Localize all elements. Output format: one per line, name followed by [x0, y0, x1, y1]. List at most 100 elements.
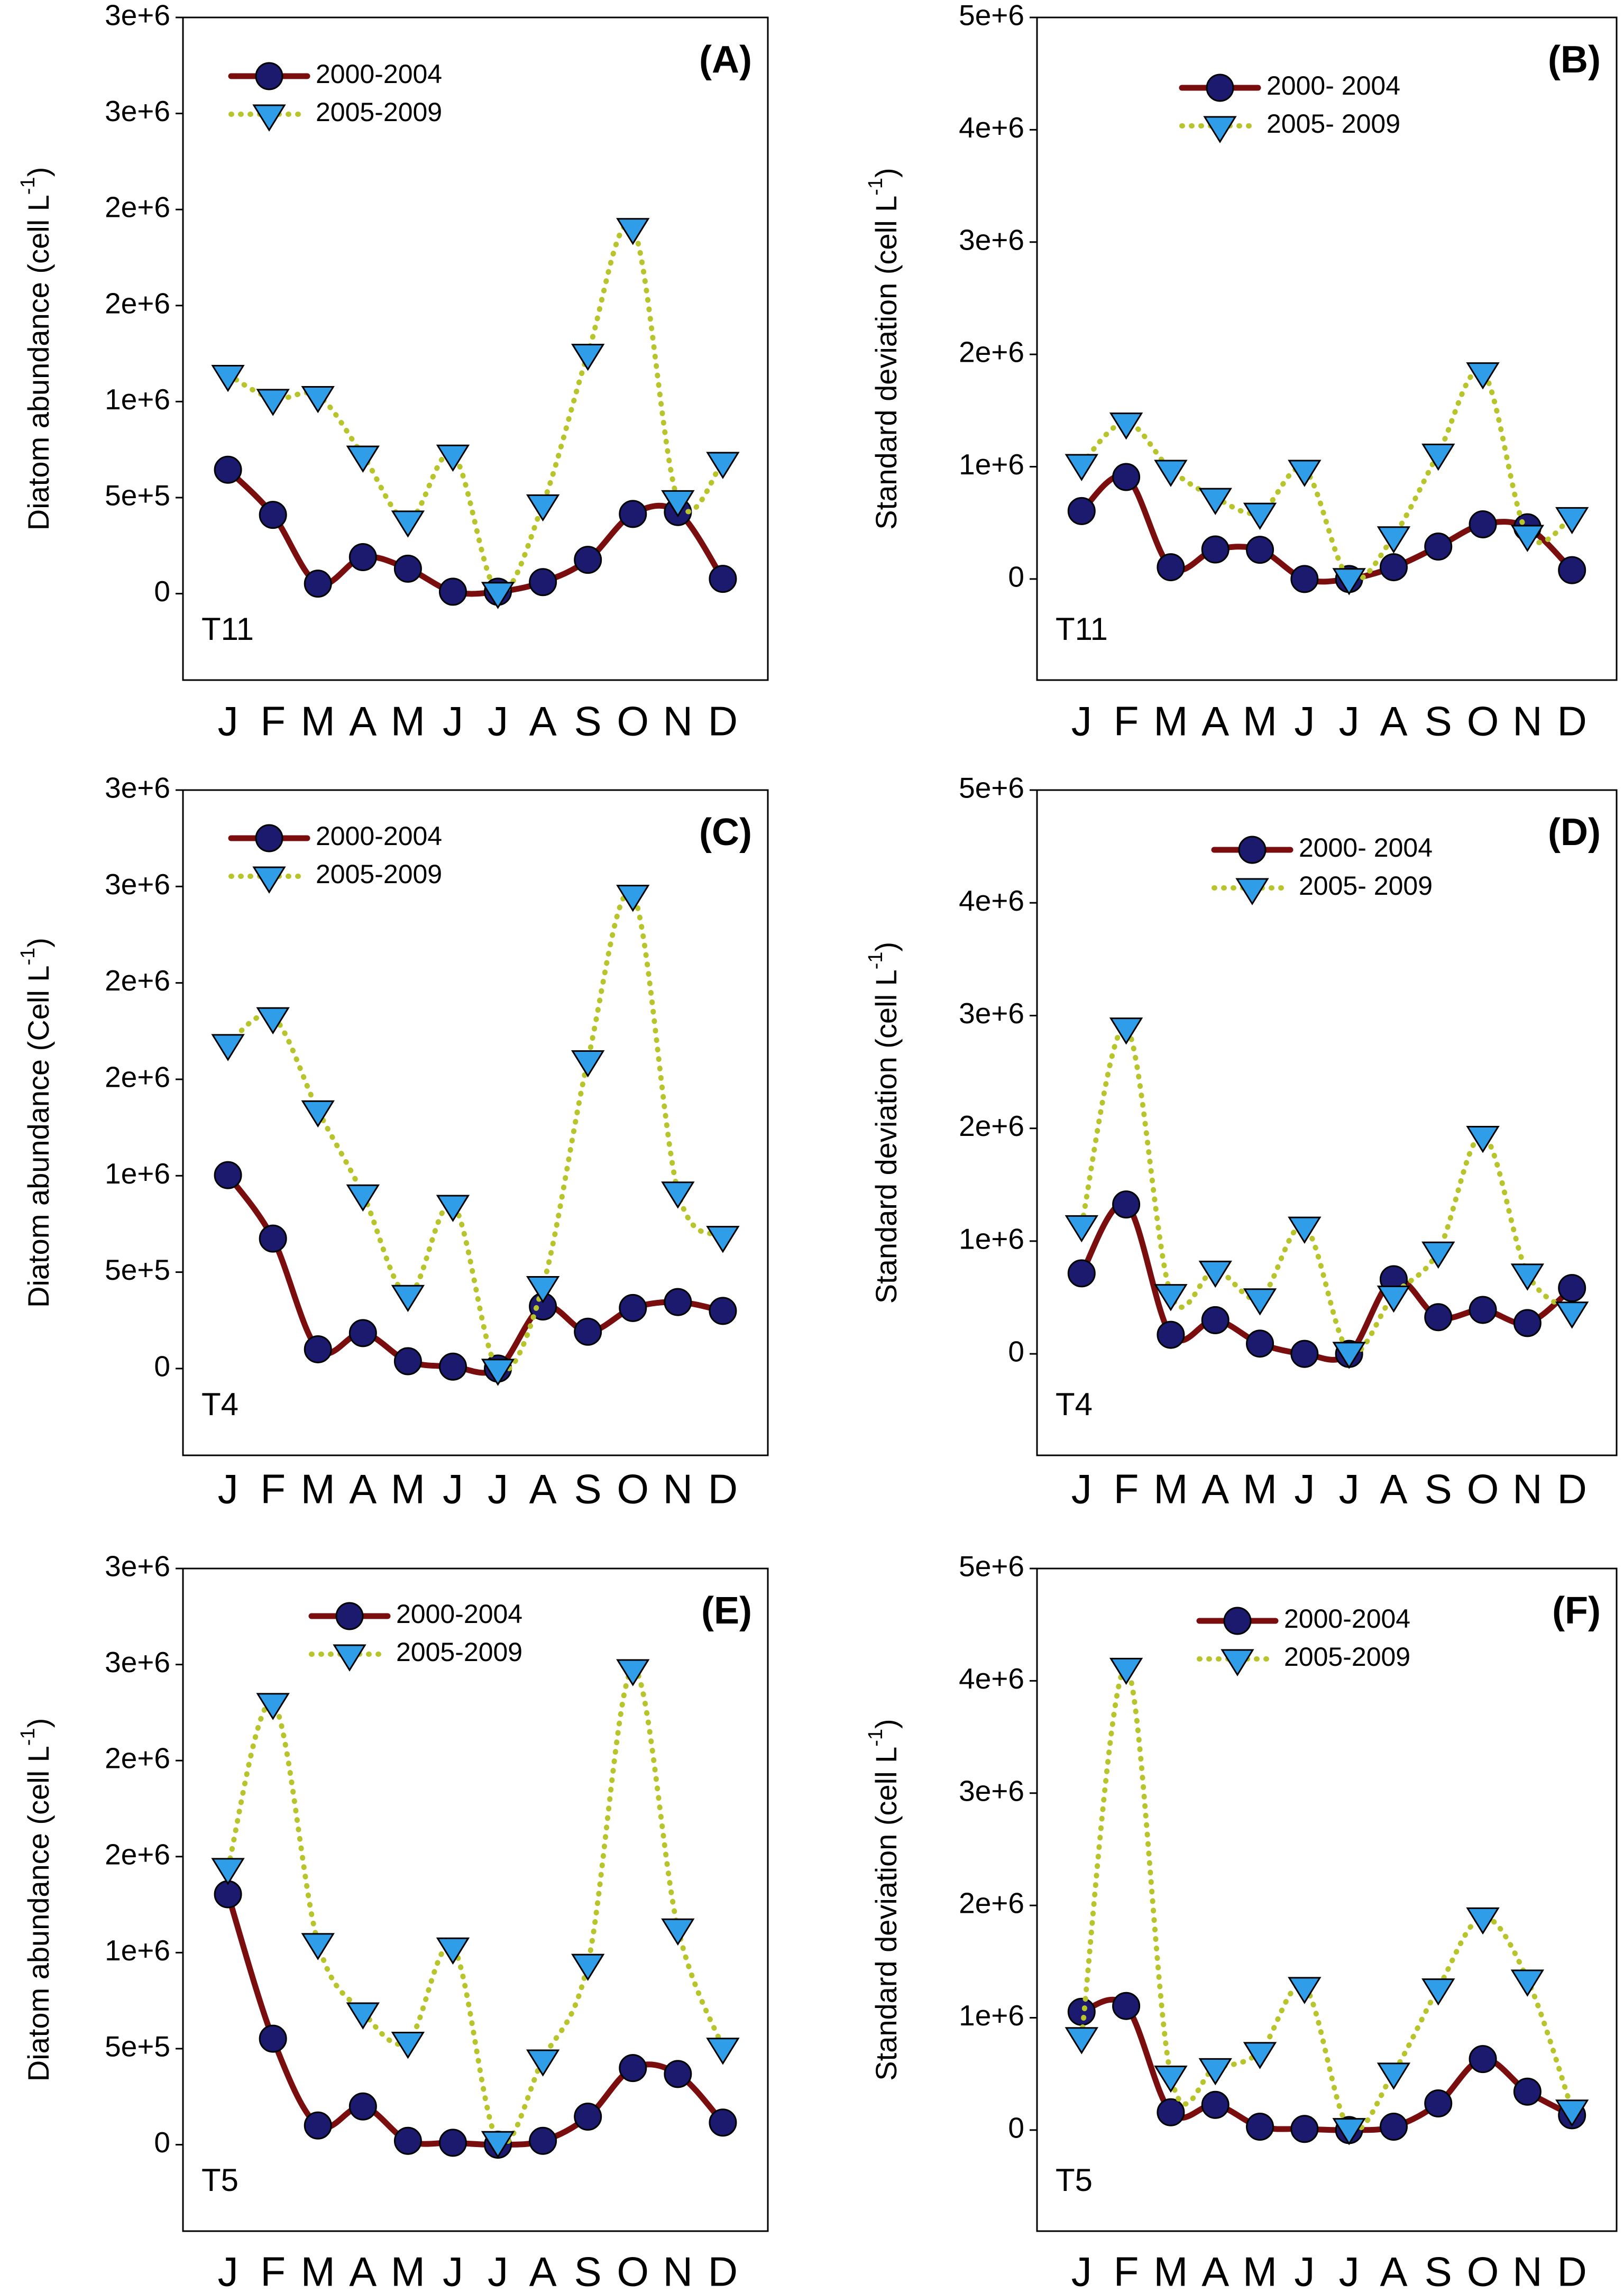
- y-axis-label: Standard deviation (cell L-1): [865, 168, 903, 529]
- marker: [1065, 1215, 1098, 1243]
- y-tick-label: 0: [154, 2126, 170, 2159]
- marker: [211, 365, 245, 392]
- marker: [526, 2049, 560, 2077]
- y-axis-label-text: Diatom abundance (cell L: [22, 1746, 55, 2081]
- marker: [1421, 1978, 1455, 2006]
- marker: [214, 455, 242, 484]
- marker: [259, 2024, 287, 2053]
- x-tick-label: D: [708, 698, 738, 745]
- marker: [259, 501, 287, 529]
- marker: [526, 494, 560, 522]
- marker: [574, 1317, 602, 1346]
- x-tick-label: O: [1467, 1466, 1499, 1512]
- x-tick-label: J: [1071, 1466, 1092, 1512]
- marker: [481, 2131, 515, 2159]
- marker: [256, 1693, 290, 1720]
- panel-label: (C): [699, 811, 752, 854]
- marker: [1513, 1309, 1542, 1337]
- y-tick-label: 5e+5: [105, 2030, 170, 2063]
- marker: [619, 500, 647, 528]
- x-tick-label: J: [488, 1466, 508, 1512]
- x-tick-label: A: [1201, 1466, 1229, 1512]
- marker: [348, 1319, 377, 1347]
- marker: [1065, 454, 1098, 481]
- x-tick-label: M: [1153, 698, 1188, 745]
- y-axis-label-sup: -1: [865, 1729, 887, 1747]
- marker: [1109, 412, 1143, 440]
- x-tick-label: J: [1339, 2249, 1360, 2293]
- x-tick-label: A: [1380, 1466, 1407, 1512]
- marker: [1288, 460, 1322, 487]
- marker: [1424, 532, 1453, 561]
- legend-label: 2005-2009: [316, 97, 442, 127]
- y-tick-label: 1e+6: [105, 1157, 170, 1190]
- marker: [1246, 536, 1274, 564]
- marker: [664, 1288, 692, 1316]
- x-tick-label: A: [1201, 2249, 1229, 2293]
- y-axis-label: Diatom abundance (Cell L-1): [17, 938, 55, 1308]
- x-tick-label: A: [1380, 698, 1407, 745]
- y-axis-label: Standard deviation (cell L-1): [865, 1719, 903, 2080]
- marker: [1555, 1301, 1589, 1329]
- marker: [529, 568, 557, 597]
- station-label: T11: [201, 611, 254, 647]
- marker: [1109, 1657, 1143, 1685]
- marker: [1157, 553, 1185, 582]
- y-axis-label: Diatom abundance (cell L-1): [17, 167, 55, 530]
- panel: 01e+62e+63e+64e+65e+6J F M A M J J A S O N DStandar…: [865, 0, 1618, 745]
- y-tick-label: 3e+6: [105, 95, 170, 127]
- marker: [438, 1352, 467, 1381]
- marker: [526, 1276, 560, 1304]
- x-tick-label: F: [1114, 698, 1139, 745]
- marker: [348, 543, 377, 572]
- x-tick-label: J: [443, 1466, 463, 1512]
- series-line: [1078, 1200, 1575, 1363]
- y-tick-label: 3e+6: [105, 772, 170, 804]
- marker: [1469, 2045, 1497, 2074]
- marker: [1243, 2042, 1277, 2069]
- y-tick-label: 1e+6: [105, 383, 170, 416]
- x-tick-label: F: [260, 2249, 286, 2293]
- series-line: [1078, 472, 1575, 585]
- legend-marker: [1223, 1607, 1252, 1635]
- legend-label: 2000-2004: [316, 59, 442, 89]
- legend-marker: [335, 1602, 364, 1630]
- x-tick-label: J: [1294, 1466, 1315, 1512]
- series-line: [1079, 368, 1575, 583]
- marker: [619, 1294, 647, 1322]
- y-axis-label-text: Standard deviation (cell L: [869, 196, 903, 530]
- marker: [1555, 2099, 1589, 2127]
- y-axis-label: Standard deviation (cell L-1): [865, 942, 903, 1304]
- marker: [1288, 1977, 1322, 2004]
- x-tick-label: N: [663, 1466, 693, 1512]
- x-tick-label: J: [218, 698, 238, 745]
- legend-marker: [252, 104, 286, 132]
- legend-label: 2000-2004: [316, 821, 442, 851]
- marker: [436, 444, 470, 472]
- y-tick-label: 5e+6: [959, 1550, 1024, 1583]
- marker: [304, 570, 332, 598]
- marker: [1377, 526, 1411, 554]
- y-tick-label: 2e+6: [959, 336, 1024, 369]
- x-tick-label: D: [708, 1466, 738, 1512]
- legend-marker: [1238, 836, 1267, 864]
- y-tick-label: 3e+6: [959, 997, 1024, 1030]
- marker: [438, 577, 467, 606]
- y-axis-label-suffix: ): [22, 1718, 55, 1728]
- legend-marker: [252, 866, 286, 894]
- x-tick-label: N: [663, 2249, 693, 2293]
- station-label: T4: [1056, 1387, 1093, 1422]
- marker: [1065, 2027, 1098, 2054]
- panel: 05e+51e+62e+62e+63e+63e+6J F M A M J J A S O N DDia…: [17, 0, 769, 745]
- marker: [346, 1184, 380, 1212]
- marker: [706, 452, 740, 479]
- x-tick-label: J: [443, 698, 463, 745]
- y-tick-label: 3e+6: [105, 868, 170, 901]
- marker: [1510, 525, 1545, 552]
- y-tick-label: 2e+6: [105, 191, 170, 224]
- y-tick-label: 3e+6: [105, 1550, 170, 1583]
- x-tick-label: A: [349, 698, 377, 745]
- marker: [301, 386, 335, 414]
- marker: [1201, 1306, 1230, 1334]
- legend-label: 2000-2004: [396, 1599, 522, 1629]
